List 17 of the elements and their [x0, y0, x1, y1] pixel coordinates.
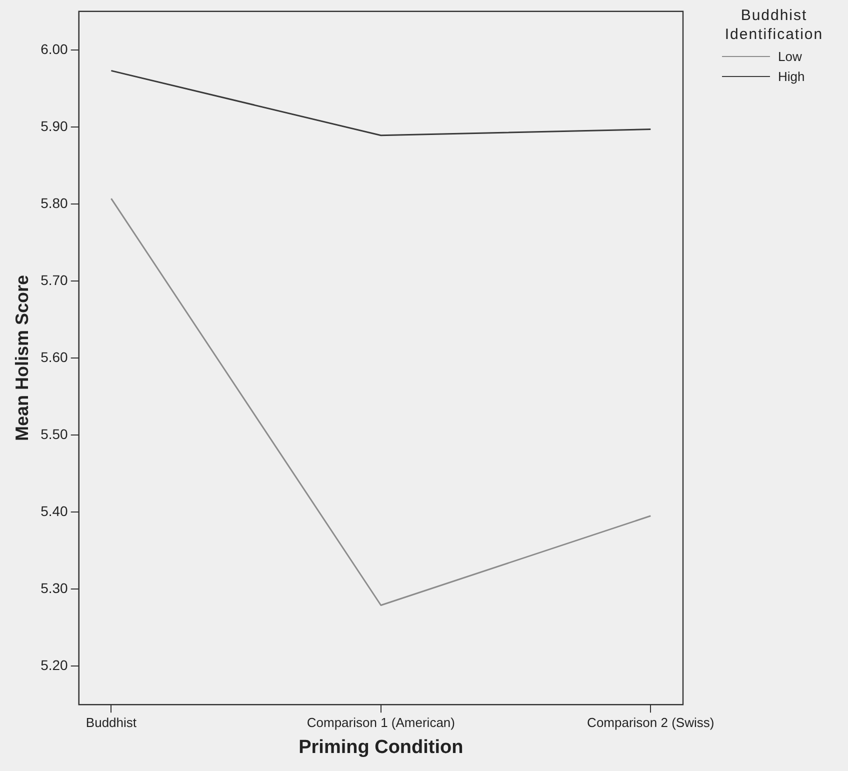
legend-title: Buddhist Identification	[724, 6, 824, 44]
y-tick-label: 5.40	[40, 502, 68, 519]
legend-label: High	[778, 68, 805, 84]
y-tick-label: 5.20	[40, 656, 68, 673]
y-axis-title: Mean Holism Score	[12, 274, 32, 442]
x-tick-label: Comparison 2 (Swiss)	[587, 714, 714, 730]
x-tick-label: Buddhist	[86, 714, 137, 730]
x-axis-title: Priming Condition	[298, 736, 464, 758]
y-tick-label: 5.80	[40, 194, 68, 211]
y-tick-label: 5.50	[40, 426, 68, 442]
y-tick-label: 5.60	[40, 348, 68, 365]
y-tick-label: 5.30	[40, 580, 68, 596]
y-tick-label: 6.00	[40, 40, 68, 57]
x-tick-label: Comparison 1 (American)	[306, 714, 455, 730]
y-tick-label: 5.90	[40, 118, 68, 134]
y-tick-label: 5.70	[40, 272, 68, 288]
legend-label: Low	[778, 48, 802, 64]
